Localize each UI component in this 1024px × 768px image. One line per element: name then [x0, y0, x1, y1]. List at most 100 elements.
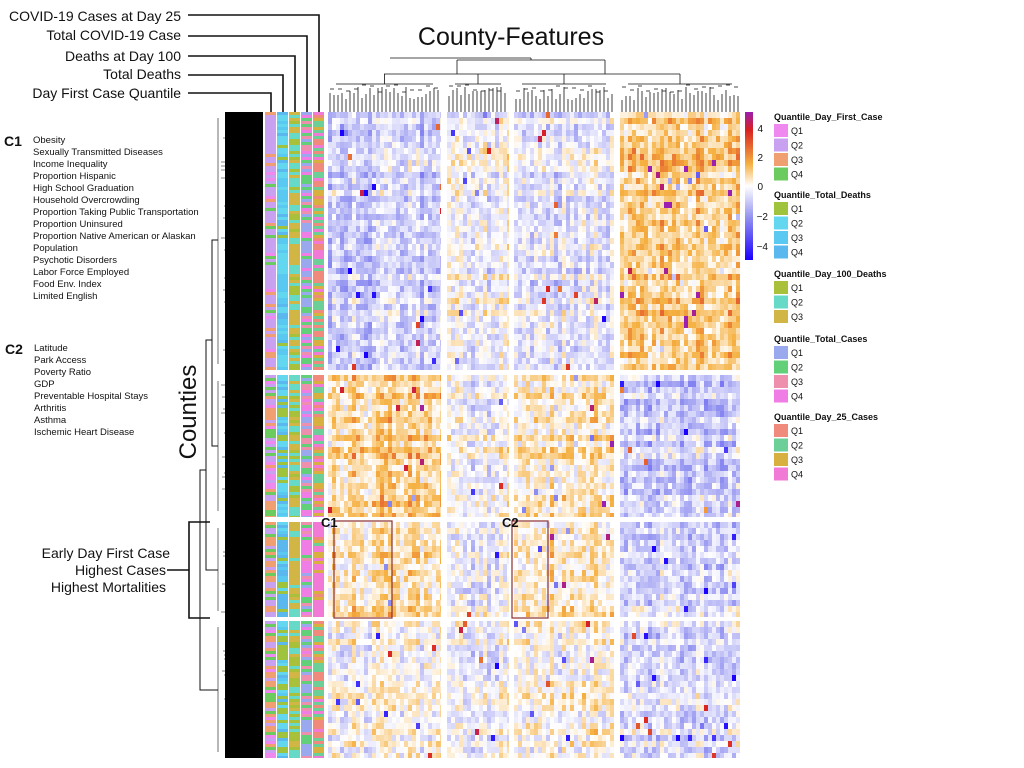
- heatmap-cell: [692, 160, 696, 166]
- annotation-track-cell: [301, 157, 312, 160]
- heatmap-cell: [598, 178, 602, 184]
- heatmap-cell: [404, 148, 408, 154]
- heatmap-cell: [344, 334, 348, 340]
- heatmap-cell: [546, 154, 550, 160]
- heatmap-cell: [550, 190, 554, 196]
- heatmap-cell: [428, 280, 432, 286]
- heatmap-cell: [602, 142, 606, 148]
- heatmap-cell: [368, 166, 372, 172]
- heatmap-cell: [467, 268, 471, 274]
- heatmap-cell: [590, 334, 594, 340]
- heatmap-cell: [534, 268, 538, 274]
- heatmap-cell: [620, 250, 624, 256]
- heatmap-cell: [376, 220, 380, 226]
- annotation-track-cell: [265, 337, 276, 340]
- heatmap-cell: [420, 292, 424, 298]
- heatmap-cell: [328, 136, 332, 142]
- heatmap-cell: [522, 148, 526, 154]
- heatmap-cell: [562, 286, 566, 292]
- annotation-track-cell: [265, 121, 276, 124]
- heatmap-cell: [664, 160, 668, 166]
- annotation-track-cell: [289, 732, 300, 735]
- heatmap-cell: [364, 124, 368, 130]
- annotation-track-cell: [277, 241, 288, 244]
- heatmap-cell: [570, 316, 574, 322]
- annotation-track-cell: [265, 328, 276, 331]
- heatmap-cell: [463, 274, 467, 280]
- annotation-track-cell: [265, 654, 276, 657]
- annotation-track-cell: [313, 420, 324, 423]
- annotation-track-cell: [301, 175, 312, 178]
- annotation-track-cell: [301, 190, 312, 193]
- heatmap-cell: [628, 166, 632, 172]
- heatmap-cell: [507, 304, 509, 310]
- heatmap-cell: [542, 328, 546, 334]
- heatmap-cell: [704, 250, 708, 256]
- heatmap-cell: [495, 226, 499, 232]
- heatmap-cell: [554, 274, 558, 280]
- heatmap-cell: [672, 196, 676, 202]
- heatmap-cell: [720, 214, 724, 220]
- heatmap-cell: [487, 328, 491, 334]
- heatmap-cell: [562, 316, 566, 322]
- heatmap-cell: [352, 220, 356, 226]
- heatmap-cell: [440, 292, 441, 298]
- heatmap-cell: [360, 112, 364, 118]
- heatmap-cell: [736, 334, 740, 340]
- heatmap-cell: [447, 136, 451, 142]
- annotation-track-cell: [301, 262, 312, 265]
- heatmap-cell: [440, 190, 441, 196]
- annotation-track-cell: [277, 444, 288, 447]
- heatmap-cell: [644, 160, 648, 166]
- heatmap-cell: [328, 172, 332, 178]
- heatmap-cell: [574, 130, 578, 136]
- heatmap-cell: [720, 232, 724, 238]
- annotation-track-cell: [313, 414, 324, 417]
- heatmap-cell: [724, 178, 728, 184]
- annotation-track-cell: [313, 289, 324, 292]
- annotation-track-cell: [313, 474, 324, 477]
- heatmap-cell: [348, 280, 352, 286]
- heatmap-cell: [376, 292, 380, 298]
- heatmap-cell: [451, 124, 455, 130]
- heatmap-cell: [495, 136, 499, 142]
- heatmap-cell: [672, 334, 676, 340]
- heatmap-cell: [660, 220, 664, 226]
- annotation-track-cell: [289, 283, 300, 286]
- heatmap-cell: [352, 112, 356, 118]
- heatmap-cell: [467, 184, 471, 190]
- heatmap-cell: [440, 154, 441, 160]
- heatmap-cell: [526, 196, 530, 202]
- heatmap-cell: [554, 184, 558, 190]
- heatmap-cell: [328, 148, 332, 154]
- heatmap-cell: [471, 334, 475, 340]
- heatmap-cell: [610, 154, 614, 160]
- heatmap-cell: [487, 292, 491, 298]
- heatmap-cell: [344, 172, 348, 178]
- heatmap-cell: [447, 304, 451, 310]
- heatmap-cell: [660, 232, 664, 238]
- heatmap-cell: [712, 232, 716, 238]
- heatmap-cell: [396, 130, 400, 136]
- heatmap-cell: [546, 244, 550, 250]
- heatmap-cell: [668, 340, 672, 346]
- heatmap-cell: [602, 298, 606, 304]
- heatmap-cell: [590, 190, 594, 196]
- heatmap-cell: [392, 154, 396, 160]
- heatmap-cell: [700, 214, 704, 220]
- heatmap-cell: [396, 322, 400, 328]
- heatmap-cell: [684, 172, 688, 178]
- heatmap-cell: [507, 148, 509, 154]
- heatmap-cell: [392, 274, 396, 280]
- annotation-track-cell: [301, 627, 312, 630]
- heatmap-cell: [566, 112, 570, 118]
- heatmap-cell: [507, 268, 509, 274]
- heatmap-cell: [467, 154, 471, 160]
- heatmap-cell: [724, 142, 728, 148]
- heatmap-cell: [436, 304, 440, 310]
- annotation-track-cell: [313, 226, 324, 229]
- heatmap-cell: [526, 154, 530, 160]
- heatmap-cell: [376, 184, 380, 190]
- heatmap-cell: [602, 220, 606, 226]
- heatmap-cell: [534, 244, 538, 250]
